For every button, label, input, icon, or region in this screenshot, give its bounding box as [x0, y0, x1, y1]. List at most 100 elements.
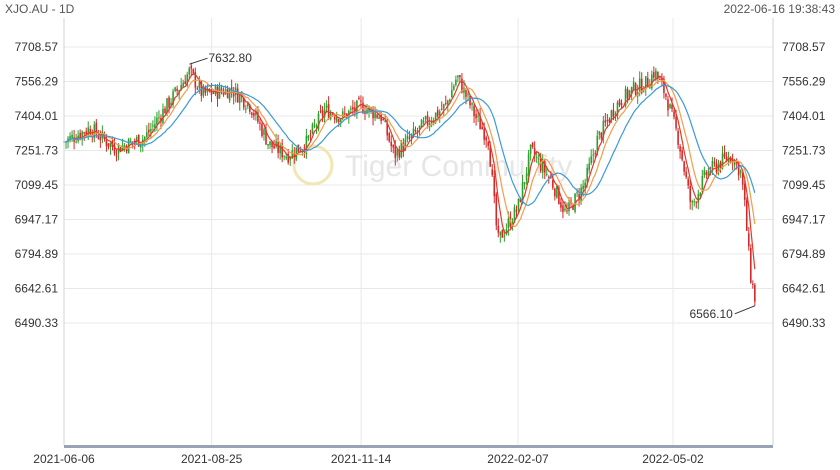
y-tick-label-left: 7556.29: [15, 75, 59, 89]
candle-body: [442, 104, 445, 109]
candle-body: [673, 111, 675, 117]
candle-body: [240, 96, 243, 98]
candle-body: [113, 145, 116, 154]
candle-body: [747, 233, 750, 247]
candle-body: [693, 201, 696, 203]
candle-body: [600, 132, 603, 139]
candle-body: [394, 145, 397, 158]
candle-body: [212, 92, 215, 94]
candle-body: [166, 98, 168, 114]
candle-body: [271, 140, 273, 147]
candle-body: [305, 135, 308, 154]
candle-body: [461, 78, 463, 93]
candle-body: [152, 125, 154, 127]
candle-body: [75, 141, 77, 143]
candle-body: [535, 157, 538, 159]
candle-body: [430, 122, 433, 124]
candle-body: [412, 128, 415, 135]
candle-body: [465, 90, 467, 97]
candle-body: [737, 161, 740, 176]
candle-body: [687, 179, 689, 186]
candle-body: [592, 154, 595, 156]
candle-body: [295, 147, 298, 160]
x-tick-label: 2021-06-06: [33, 452, 95, 466]
candle-body: [562, 205, 564, 213]
candle-body: [362, 102, 364, 114]
candle-body: [584, 182, 586, 188]
candle-body: [139, 143, 142, 148]
candle-body: [739, 170, 742, 174]
candles: [63, 62, 756, 306]
candle-body: [156, 117, 158, 125]
y-tick-label-left: 6642.61: [15, 282, 59, 296]
candle-body: [679, 146, 681, 152]
candle-body: [190, 65, 193, 69]
candle-body: [382, 118, 384, 120]
candle-body: [402, 143, 405, 152]
candle-body: [99, 137, 102, 141]
candle-body: [745, 200, 748, 231]
candle-body: [83, 132, 85, 134]
candle-body: [741, 172, 744, 185]
candle-body: [196, 88, 199, 90]
y-tick-label-right: 7556.29: [782, 75, 826, 89]
candle-body: [176, 88, 178, 91]
candle-body: [105, 139, 108, 146]
candle-body: [180, 85, 182, 90]
candle-body: [616, 102, 619, 116]
candle-body: [281, 143, 283, 158]
candle-body: [604, 120, 607, 123]
candle-body: [440, 108, 443, 110]
x-tick-label: 2021-11-14: [331, 452, 392, 466]
candle-body: [267, 143, 269, 146]
y-tick-label-right: 6642.61: [782, 282, 826, 296]
candle-body: [651, 74, 653, 89]
candle-body: [503, 235, 506, 237]
candle-body: [457, 75, 459, 78]
watermark-logo-icon: [292, 144, 334, 186]
candle-body: [376, 114, 378, 118]
axes: 7708.57 7708.57 7556.29 7556.29 7404.01 7404.…: [15, 18, 826, 466]
candle-body: [182, 82, 184, 87]
candle-body: [273, 145, 275, 149]
candle-body: [400, 142, 403, 158]
timestamp: 2022-06-16 19:38:43: [723, 2, 835, 16]
candle-body: [444, 102, 447, 104]
candle-body: [228, 88, 231, 101]
candle-body: [131, 141, 134, 143]
candle-body: [396, 149, 399, 156]
candle-body: [327, 104, 330, 119]
candle-body: [129, 140, 132, 142]
ma-line-5: [63, 73, 756, 270]
candle-body: [743, 183, 746, 200]
candle-body: [422, 120, 425, 123]
candle-body: [392, 144, 395, 148]
candle-body: [729, 158, 732, 162]
candle-body: [184, 81, 186, 85]
candle-body: [85, 131, 88, 135]
candle-body: [289, 157, 292, 161]
moving-averages: [63, 73, 756, 270]
candle-body: [432, 120, 435, 124]
candle-body: [341, 111, 344, 117]
candle-body: [210, 89, 213, 95]
candle-body: [548, 176, 550, 178]
candle-body: [247, 102, 249, 107]
candle-body: [323, 109, 326, 117]
candle-body: [642, 91, 645, 93]
candle-body: [279, 145, 281, 154]
candle-body: [489, 146, 492, 167]
candle-body: [721, 153, 724, 169]
candle-body: [170, 102, 172, 106]
annotations: 7632.80 6566.10: [189, 51, 756, 321]
candle-body: [283, 155, 285, 157]
candle-body: [537, 158, 540, 160]
candle-body: [707, 170, 710, 177]
y-tick-label-right: 6490.33: [782, 316, 826, 330]
candle-body: [568, 202, 570, 212]
candle-body: [711, 160, 714, 171]
candle-body: [697, 194, 700, 203]
candle-body: [261, 123, 263, 136]
candle-body: [638, 78, 641, 91]
